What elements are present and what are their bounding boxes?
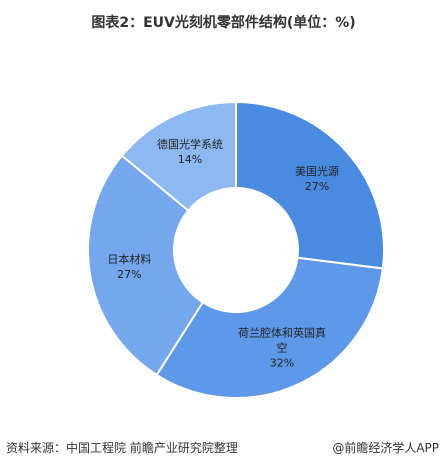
slice-label: 德国光学系统 14%: [145, 137, 235, 167]
value-label: 14%: [177, 153, 203, 167]
credit: @前瞻经济学人APP: [332, 441, 439, 455]
donut-slice: [120, 100, 237, 212]
donut-slice: [155, 256, 384, 399]
value-label: 27%: [304, 179, 330, 193]
value-label: 27%: [117, 267, 142, 281]
category-label: 荷兰腔体和英国真空: [237, 326, 326, 355]
donut-slice: [87, 154, 205, 377]
source: 资料来源：中国工程院 前瞻产业研究院整理: [6, 441, 238, 455]
category-label: 美国光源: [295, 164, 339, 178]
category-label: 日本材料: [107, 252, 152, 266]
slice-label: 日本材料 27%: [84, 252, 174, 282]
donut-slice: [235, 100, 385, 270]
category-label: 德国光学系统: [157, 138, 224, 152]
slice-label: 荷兰腔体和英国真空 32%: [237, 325, 327, 370]
slice-label: 美国光源 27%: [272, 164, 362, 194]
chart-title: 图表2：EUV光刻机零部件结构(单位：%): [91, 15, 356, 31]
value-label: 32%: [269, 356, 295, 370]
